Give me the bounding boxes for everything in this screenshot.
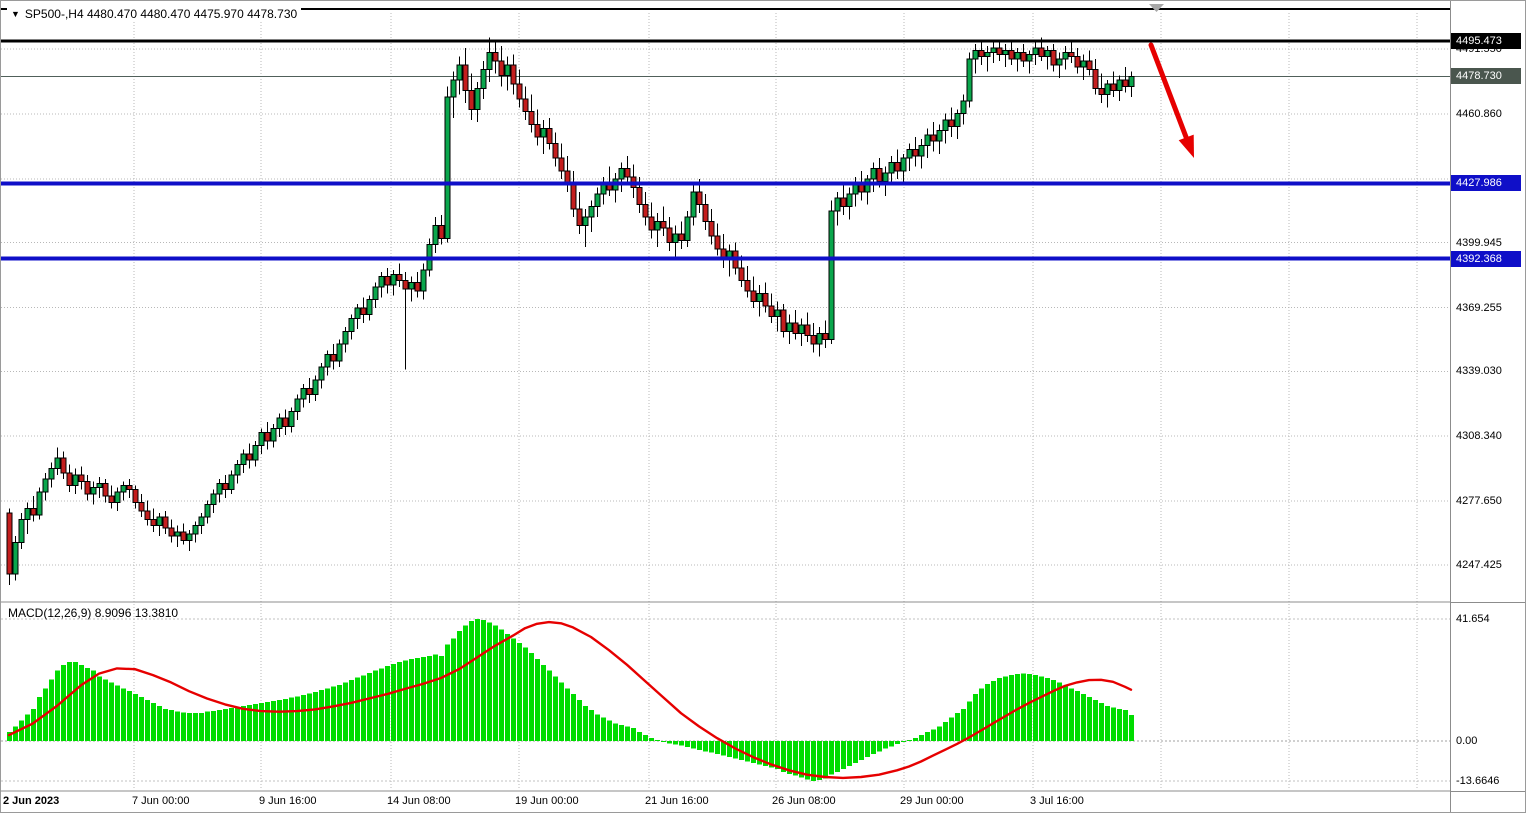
price-badge-current: 4478.730 xyxy=(1451,68,1521,85)
price-scale[interactable]: 4491.550 4460.860 4399.945 4369.255 4339.030… xyxy=(1450,1,1525,812)
trend-arrow[interactable] xyxy=(1148,42,1194,158)
price-scale-label: 4277.650 xyxy=(1456,495,1502,508)
time-scale-label: 19 Jun 00:00 xyxy=(515,795,579,807)
time-scale-label: 21 Jun 16:00 xyxy=(645,795,709,807)
macd-scale-label: 0.00 xyxy=(1456,735,1478,747)
price-scale-label: 4399.945 xyxy=(1456,236,1502,249)
panel-separator xyxy=(1451,791,1525,792)
panel-separator xyxy=(1451,602,1525,603)
time-scale-label: 7 Jun 00:00 xyxy=(132,795,190,807)
price-scale-label: 4247.425 xyxy=(1456,558,1502,571)
symbol-info: ▼ SP500-,H4 4480.470 4480.470 4475.970 4… xyxy=(7,7,302,21)
time-scale-label: 9 Jun 16:00 xyxy=(259,795,317,807)
price-scale-label: 4460.860 xyxy=(1456,108,1502,120)
price-badge-blue: 4427.986 xyxy=(1451,175,1521,192)
candlesticks xyxy=(6,37,1135,585)
time-scale-label: 3 Jul 16:00 xyxy=(1030,795,1084,807)
time-scale[interactable]: 2 Jun 2023 7 Jun 00:00 9 Jun 16:00 14 Jun 0… xyxy=(1,792,1450,812)
macd-indicator-label: MACD(12,26,9) 8.9096 13.3810 xyxy=(8,606,179,620)
price-badge-blue: 4392.368 xyxy=(1451,250,1521,267)
time-scale-label: 29 Jun 00:00 xyxy=(900,795,964,807)
symbol-ohlc-text: SP500-,H4 4480.470 4480.470 4475.970 447… xyxy=(24,7,298,21)
price-badge-black: 4495.473 xyxy=(1451,32,1521,49)
chart-shift-marker-icon[interactable] xyxy=(1149,4,1164,12)
symbol-triangle-icon[interactable]: ▼ xyxy=(11,9,20,19)
price-scale-label: 4308.340 xyxy=(1456,430,1502,443)
macd-scale-label: -13.6646 xyxy=(1456,775,1500,788)
time-scale-label: 14 Jun 08:00 xyxy=(387,795,451,807)
time-scale-label: 2 Jun 2023 xyxy=(3,795,60,807)
price-scale-label: 4339.030 xyxy=(1456,365,1502,378)
time-scale-label: 26 Jun 08:00 xyxy=(772,795,836,807)
chart-gridlines xyxy=(1,13,1450,790)
macd-histogram xyxy=(7,619,1134,782)
panel-separators xyxy=(1,601,1450,792)
macd-scale-label: 41.654 xyxy=(1456,612,1490,625)
price-scale-label: 4369.255 xyxy=(1456,301,1502,314)
macd-signal-line xyxy=(7,620,1133,780)
